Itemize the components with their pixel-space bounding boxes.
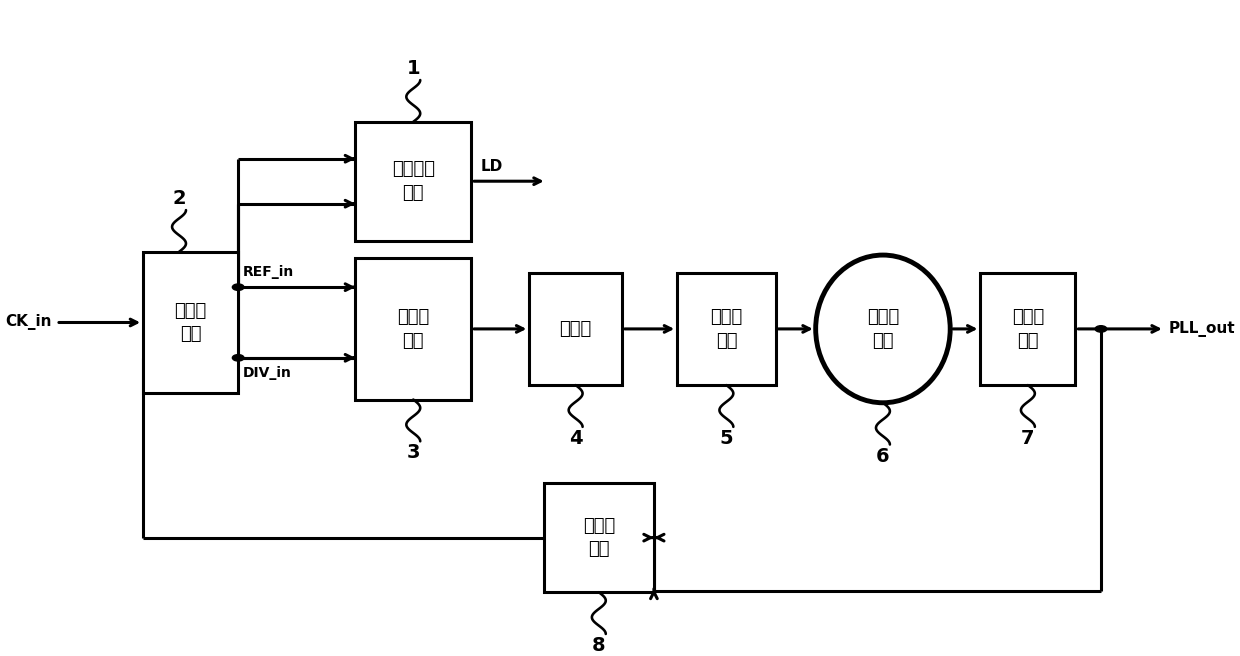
Text: 6: 6 (877, 447, 890, 466)
Text: 鉴频鉴
相器: 鉴频鉴 相器 (397, 308, 429, 350)
Text: LD: LD (481, 159, 502, 173)
Text: 电荷泵: 电荷泵 (559, 320, 591, 338)
Circle shape (232, 284, 244, 291)
Circle shape (1095, 325, 1107, 332)
Text: REF_in: REF_in (243, 266, 294, 279)
Text: DIV_in: DIV_in (243, 365, 291, 380)
Text: 2: 2 (172, 189, 186, 208)
Bar (356, 122, 471, 241)
Text: 反馈分
频器: 反馈分 频器 (583, 517, 615, 558)
Bar (543, 483, 653, 592)
Ellipse shape (816, 255, 950, 403)
Bar (529, 273, 622, 385)
Text: 输入分
频器: 输入分 频器 (175, 302, 207, 343)
Text: 环路滤
波器: 环路滤 波器 (711, 308, 743, 350)
Text: 输出分
频器: 输出分 频器 (1012, 308, 1044, 350)
Text: 5: 5 (719, 429, 733, 448)
Text: 1: 1 (407, 59, 420, 78)
Text: PLL_out: PLL_out (1168, 321, 1235, 337)
Text: 7: 7 (1022, 429, 1034, 448)
Text: 压控振
荡器: 压控振 荡器 (867, 308, 899, 350)
Text: 锁定检测
电路: 锁定检测 电路 (392, 161, 435, 202)
Text: 3: 3 (407, 443, 420, 462)
Text: CK_in: CK_in (5, 314, 52, 331)
Bar (981, 273, 1075, 385)
Bar (143, 252, 238, 393)
Text: 4: 4 (569, 429, 583, 448)
Circle shape (232, 355, 244, 361)
Bar (677, 273, 776, 385)
Text: 8: 8 (591, 636, 605, 655)
Bar (356, 258, 471, 400)
